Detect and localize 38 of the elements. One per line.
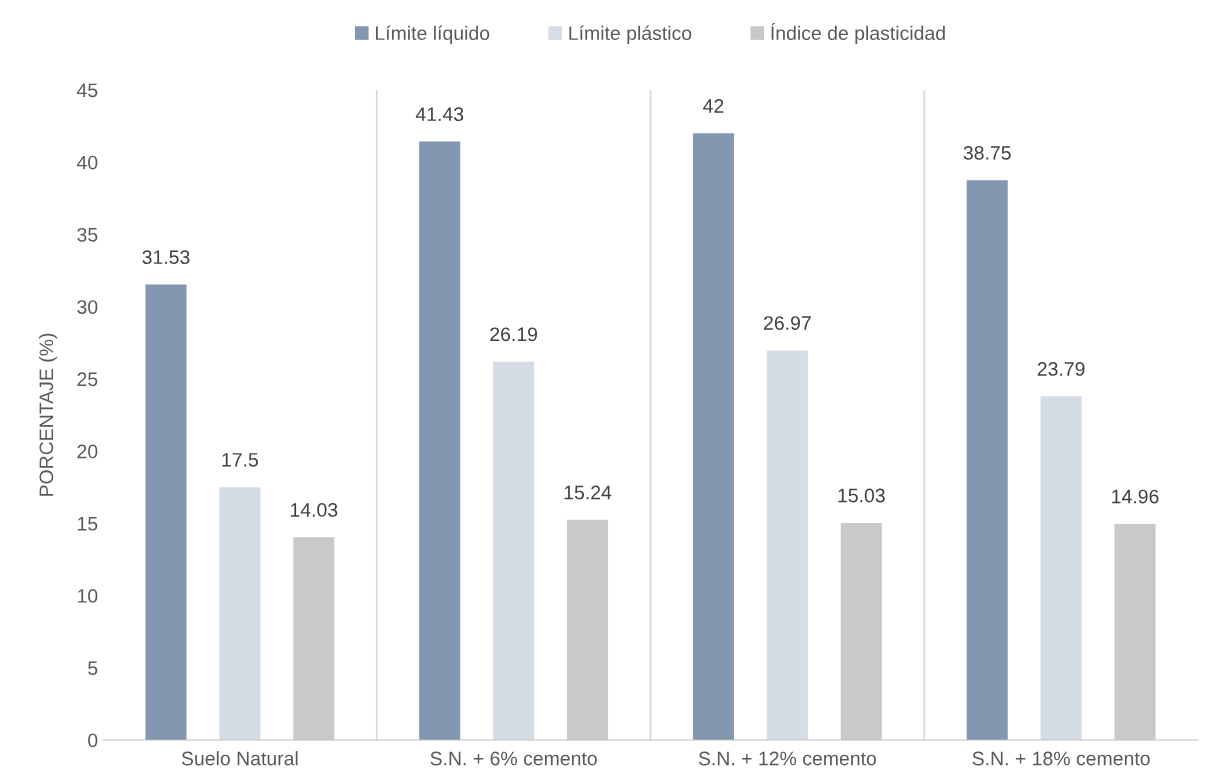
data-label: 15.24 — [564, 485, 612, 500]
data-label: 38.75 — [963, 146, 1011, 160]
y-tick-label: 35 — [77, 227, 98, 242]
y-tick-label: 5 — [88, 661, 98, 676]
y-tick-label: 45 — [76, 83, 98, 98]
bar — [1040, 396, 1082, 740]
bar — [145, 284, 187, 740]
data-label: 15.03 — [838, 488, 885, 503]
x-tick-label: S.N. + 12% cemento — [698, 751, 876, 766]
data-label: 26.97 — [764, 316, 811, 330]
data-label: 26.19 — [490, 327, 538, 342]
y-tick-label: 0 — [88, 733, 98, 748]
data-label: 17.5 — [222, 453, 258, 467]
y-tick-label: 25 — [77, 372, 98, 387]
x-tick-label: S.N. + 6% cemento — [430, 751, 597, 766]
y-tick-label: 10 — [78, 589, 98, 603]
y-tick-label: 20 — [77, 444, 98, 459]
legend-label: Límite líquido — [375, 25, 490, 44]
data-label: 14.03 — [290, 503, 338, 517]
data-label: 14.96 — [1112, 489, 1159, 504]
data-label: 42 — [703, 99, 724, 113]
bar — [419, 141, 461, 740]
legend-label: Límite plástico — [569, 25, 692, 44]
bar — [766, 350, 808, 740]
y-axis-title: PORCENTAJE (%) — [38, 333, 58, 496]
x-tick-label: S.N. + 18% cemento — [972, 751, 1150, 766]
legend-label: Índice de plasticidad — [771, 23, 945, 44]
bar — [219, 487, 261, 740]
data-label: 41.43 — [415, 107, 464, 122]
data-label: 23.79 — [1037, 362, 1085, 376]
y-tick-label: 40 — [76, 155, 98, 170]
data-label: 31.53 — [142, 250, 190, 265]
bar — [493, 361, 535, 740]
bar — [966, 180, 1008, 740]
y-tick-label: 15 — [78, 517, 98, 531]
y-tick-label: 30 — [77, 300, 98, 314]
x-tick-label: Suelo Natural — [181, 751, 298, 766]
bar — [692, 133, 734, 740]
